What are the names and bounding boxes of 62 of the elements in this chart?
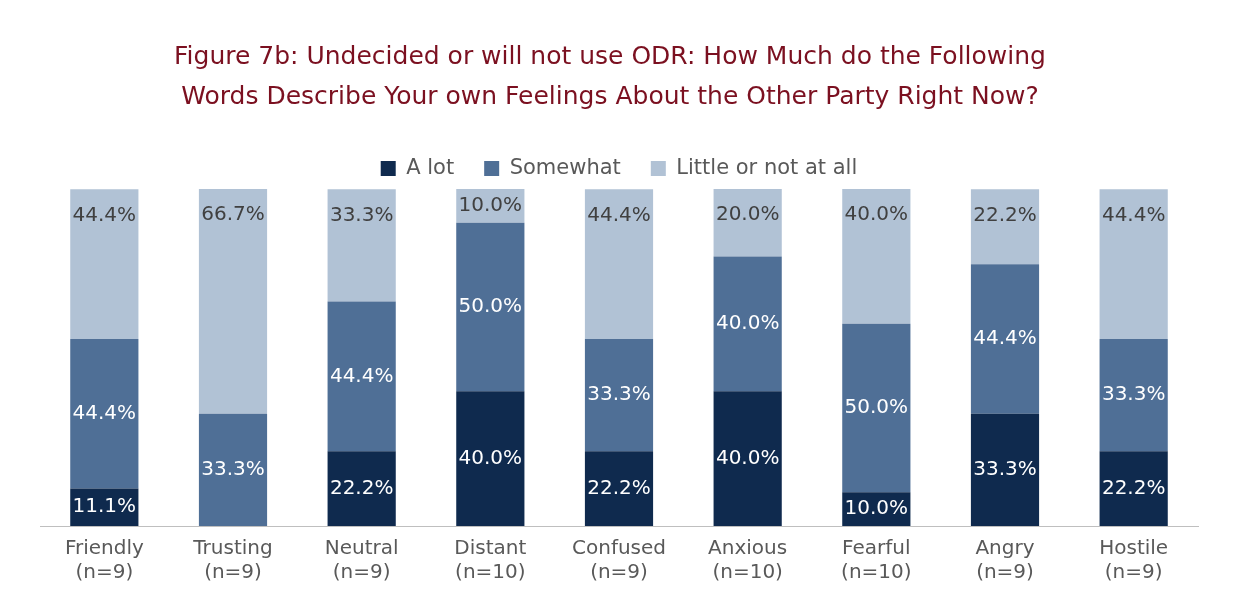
legend-label: Somewhat <box>509 154 621 179</box>
data-label: 20.0% <box>715 201 780 226</box>
bar <box>584 451 654 526</box>
chart-title: Figure 7b: Undecided or will not use ODR: How Much do the Following Words Describe Your own Feelings About the Other Party Right Now? <box>173 40 1047 112</box>
bar <box>456 391 525 526</box>
data-label: 22.2% <box>329 474 394 499</box>
data-label: 10.0% <box>458 192 523 217</box>
bar <box>970 264 1040 414</box>
bar <box>327 451 396 526</box>
data-label: 44.4% <box>329 362 394 387</box>
x-tick-label: Fearful (n=10) <box>841 535 912 584</box>
data-label: 44.4% <box>72 399 137 424</box>
data-label: 22.2% <box>1101 474 1166 499</box>
bar <box>713 189 782 257</box>
bar <box>198 413 268 526</box>
data-label: 11.1% <box>72 493 137 518</box>
legend-label: A lot <box>406 154 455 179</box>
bar <box>70 338 139 489</box>
x-tick-label: Distant (n=10) <box>454 535 527 584</box>
data-label: 44.4% <box>72 201 137 226</box>
bar <box>1099 189 1168 339</box>
data-label: 40.0% <box>844 201 909 226</box>
data-label: 66.7% <box>201 201 265 226</box>
bar <box>584 338 654 452</box>
bar <box>327 301 396 452</box>
bar <box>970 189 1040 265</box>
x-tick-label: Friendly (n=9) <box>64 535 144 584</box>
data-label: 33.3% <box>587 381 651 406</box>
data-label: 10.0% <box>844 495 909 520</box>
x-tick-label: Hostile (n=9) <box>1099 535 1169 584</box>
data-label: 22.2% <box>587 474 651 499</box>
data-label: 40.0% <box>715 444 780 469</box>
data-label: 44.4% <box>587 201 651 226</box>
data-label: 22.2% <box>973 201 1037 226</box>
bar <box>713 391 782 526</box>
bar <box>713 256 782 392</box>
data-label: 50.0% <box>844 394 909 419</box>
data-label: 33.3% <box>201 456 265 481</box>
data-label: 40.0% <box>715 310 780 334</box>
bar <box>70 189 139 339</box>
bar <box>1099 451 1168 526</box>
data-label: 50.0% <box>458 293 523 318</box>
x-tick-label: Neutral (n=9) <box>324 535 399 584</box>
x-tick-label: Anxious (n=10) <box>708 535 788 584</box>
bar <box>327 189 396 302</box>
data-label: 44.4% <box>1101 201 1166 226</box>
x-tick-label: Angry (n=9) <box>975 535 1035 584</box>
bar <box>1099 338 1168 452</box>
bar <box>970 413 1040 526</box>
data-label: 44.4% <box>973 325 1037 350</box>
x-tick-label: Confused (n=9) <box>571 535 667 584</box>
bar <box>584 189 654 339</box>
bar <box>842 323 911 493</box>
x-tick-label: Trusting (n=9) <box>192 535 273 584</box>
legend-label: Little or not at all <box>676 154 858 179</box>
data-label: 33.3% <box>329 201 394 226</box>
data-label: 40.0% <box>458 444 523 469</box>
bar <box>198 189 268 414</box>
bar <box>456 222 525 392</box>
bar <box>842 189 911 324</box>
data-label: 33.3% <box>1101 381 1166 406</box>
data-label: 33.3% <box>973 456 1037 481</box>
